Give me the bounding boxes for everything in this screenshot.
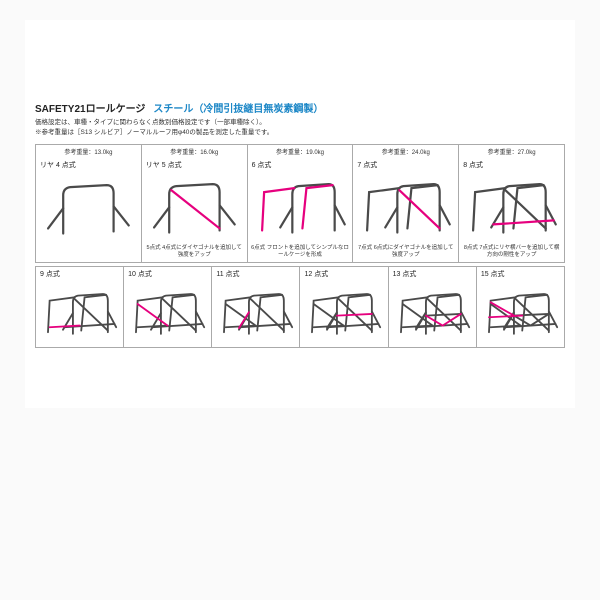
type-label: リヤ 4 点式 — [36, 158, 141, 170]
type-label: 6 点式 — [248, 158, 353, 170]
cage-diagram-7pt — [353, 170, 458, 245]
type-label: 8 点式 — [459, 158, 564, 170]
cage-diagram-5pt — [142, 170, 247, 245]
caption: 6点式 フロントを追加してシンプルなロールケージを形成 — [248, 244, 353, 262]
type-label: 13 点式 — [389, 267, 476, 279]
type-label: 9 点式 — [36, 267, 123, 279]
cage-cell-5pt: 参考重量：16.0kg リヤ 5 点式 5点式 4点式にダイヤゴナルを追加して強… — [142, 145, 247, 263]
cage-cell-11pt: 11 点式 — [212, 267, 299, 347]
caption: 7点式 6点式にダイヤゴナルを追加して強度アップ — [353, 244, 458, 262]
cage-cell-9pt: 9 点式 — [36, 267, 123, 347]
cage-cell-15pt: 15 点式 — [477, 267, 564, 347]
type-label: 15 点式 — [477, 267, 564, 279]
caption: 5点式 4点式にダイヤゴナルを追加して強度をアップ — [142, 244, 247, 262]
product-subtitle: スチール（冷間引抜継目無炭素鋼製） — [153, 100, 323, 115]
cage-diagram-11pt — [212, 279, 299, 347]
cage-cell-7pt: 参考重量：24.0kg 7 点式 7点式 6点式にダイヤゴナルを追加して強度アッ… — [353, 145, 458, 263]
weight-label: 参考重量：13.0kg — [36, 145, 141, 158]
cage-diagram-6pt — [248, 170, 353, 245]
type-label: 10 点式 — [124, 267, 211, 279]
product-title: SAFETY21ロールケージ — [35, 100, 145, 115]
cage-grid-top: 参考重量：13.0kg リヤ 4 点式 参考重量：16.0kg リヤ 5 点式 — [35, 144, 565, 264]
weight-label: 参考重量：24.0kg — [353, 145, 458, 158]
cage-diagram-15pt — [477, 279, 564, 347]
caption: 8点式 7点式にリヤ横バーを追加して横方向の剛性をアップ — [459, 244, 564, 262]
cage-diagram-8pt — [459, 170, 564, 245]
cage-cell-4pt: 参考重量：13.0kg リヤ 4 点式 — [36, 145, 141, 263]
cage-cell-6pt: 参考重量：19.0kg 6 点式 6点式 フロントを追加してシンプルなロールケー… — [248, 145, 353, 263]
cage-diagram-12pt — [300, 279, 387, 347]
desc-line-2: ※参考重量は［S13 シルビア］ノーマルルーフ用φ40の製品を測定した重量です。 — [35, 128, 565, 138]
cage-diagram-4pt — [36, 170, 141, 247]
cage-cell-13pt: 13 点式 — [389, 267, 476, 347]
weight-label: 参考重量：27.0kg — [459, 145, 564, 158]
type-label: リヤ 5 点式 — [142, 158, 247, 170]
catalog-panel: SAFETY21ロールケージ スチール（冷間引抜継目無炭素鋼製） 価格設定は、車… — [25, 20, 575, 408]
type-label: 11 点式 — [212, 267, 299, 279]
caption — [36, 246, 141, 262]
weight-label: 参考重量：16.0kg — [142, 145, 247, 158]
cage-cell-8pt: 参考重量：27.0kg 8 点式 8点式 7点式にリヤ横バーを追加して横方向の剛… — [459, 145, 564, 263]
cage-diagram-13pt — [389, 279, 476, 347]
type-label: 12 点式 — [300, 267, 387, 279]
title-row: SAFETY21ロールケージ スチール（冷間引抜継目無炭素鋼製） — [35, 100, 565, 115]
cage-diagram-9pt — [36, 279, 123, 347]
cage-grid-bottom: 9 点式 10 点式 11 点式 — [35, 266, 565, 348]
desc-line-1: 価格設定は、車種・タイプに関わらなく点数別価格設定です（一部車種除く）。 — [35, 118, 565, 128]
weight-label: 参考重量：19.0kg — [248, 145, 353, 158]
cage-cell-10pt: 10 点式 — [124, 267, 211, 347]
cage-diagram-10pt — [124, 279, 211, 347]
description: 価格設定は、車種・タイプに関わらなく点数別価格設定です（一部車種除く）。 ※参考… — [35, 118, 565, 138]
cage-cell-12pt: 12 点式 — [300, 267, 387, 347]
type-label: 7 点式 — [353, 158, 458, 170]
